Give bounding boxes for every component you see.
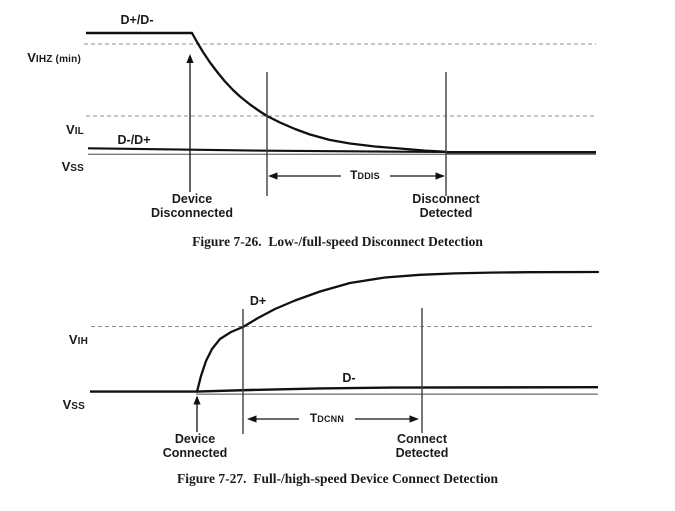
vss1-main: V (61, 159, 71, 174)
timing-label-tddis: TDDIS (333, 168, 397, 182)
dplus-decay-curve (190, 31, 448, 153)
tddis-right-arrowhead (435, 172, 445, 180)
event-line1: Device (171, 192, 213, 206)
tdcnn-left-arrowhead (247, 415, 257, 423)
event-line1: Connect (397, 432, 447, 446)
signal-label-dplus: D+ (249, 294, 267, 308)
event-label-connect-detected: Connect Detected (362, 432, 482, 460)
event-line2: Detected (395, 445, 449, 460)
tddis-left-arrowhead (268, 172, 278, 180)
event-line2: Disconnected (151, 205, 233, 220)
tddis-main: T (350, 168, 358, 182)
dminus-low-level-line (90, 385, 599, 393)
connect-waveform-diagram (90, 270, 600, 434)
vss2-sub: SS (71, 401, 85, 412)
device-disconnected-arrowhead (186, 54, 194, 63)
event-line2: Detected (419, 205, 473, 220)
vihz-sub: IHZ (35, 54, 53, 65)
vihz-suffix: (min) (52, 54, 81, 65)
figure-7-26-caption: Figure 7-26. Low-/full-speed Disconnect … (192, 234, 483, 249)
tdcnn-sub: DCNN (317, 414, 345, 424)
signal-label-dminus: D- (342, 371, 356, 385)
level-label-vss-fig1: VSS (0, 146, 84, 190)
tdcnn-main: T (309, 411, 318, 425)
tdcnn-right-arrowhead (409, 415, 419, 423)
signal-label-dminus-dplus: D-/D+ (117, 133, 151, 147)
level-label-vihz-min: VIHZ (min) (0, 37, 81, 81)
event-label-device-connected: Device Connected (135, 432, 255, 460)
vil-main: V (66, 122, 75, 137)
vss2-main: V (62, 397, 72, 412)
tddis-sub: DDIS (357, 171, 380, 181)
event-label-device-disconnected: Device Disconnected (132, 192, 252, 220)
level-label-vil: VIL (0, 109, 84, 153)
vih-sub: IH (77, 336, 88, 347)
level-label-vih: VIH (0, 319, 88, 363)
event-label-disconnect-detected: Disconnect Detected (386, 192, 506, 220)
event-line1: Disconnect (412, 192, 480, 206)
vihz-main: V (27, 50, 36, 65)
figure-7-27-caption: Figure 7-27. Full-/high-speed Device Con… (176, 471, 499, 486)
vih-main: V (68, 332, 78, 347)
device-connected-arrowhead (193, 395, 201, 405)
signal-label-dplus-dminus: D+/D- (120, 13, 154, 27)
event-line1: Device (174, 432, 216, 446)
timing-label-tdcnn: TDCNN (295, 411, 359, 425)
disconnect-waveform-diagram (84, 31, 596, 196)
dplus-rise-curve (195, 270, 600, 393)
vil-sub: IL (74, 126, 84, 137)
level-label-vss-fig2: VSS (0, 384, 85, 428)
vss1-sub: SS (70, 163, 84, 174)
event-line2: Connected (162, 445, 228, 460)
